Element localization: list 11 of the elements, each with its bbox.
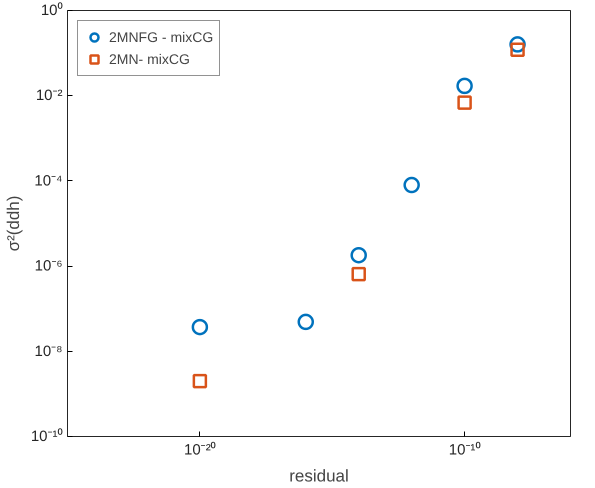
y-axis-title: σ²(ddh)	[4, 196, 23, 252]
y-tick-label: 10⁻²	[36, 87, 63, 104]
y-tick-label: 10⁻⁶	[34, 258, 62, 275]
x-axis-title: residual	[289, 466, 349, 486]
y-tick-label: 10⁻⁸	[34, 342, 63, 360]
legend-label: 2MN- mixCG	[109, 51, 190, 67]
legend-label: 2MNFG - mixCG	[109, 29, 214, 45]
y-tick-label: 10⁰	[40, 2, 63, 19]
y-tick-label: 10⁻⁴	[34, 172, 63, 190]
x-tick-label: 10⁻²⁰	[184, 442, 216, 458]
y-tick-label: 10⁻¹⁰	[30, 428, 63, 445]
